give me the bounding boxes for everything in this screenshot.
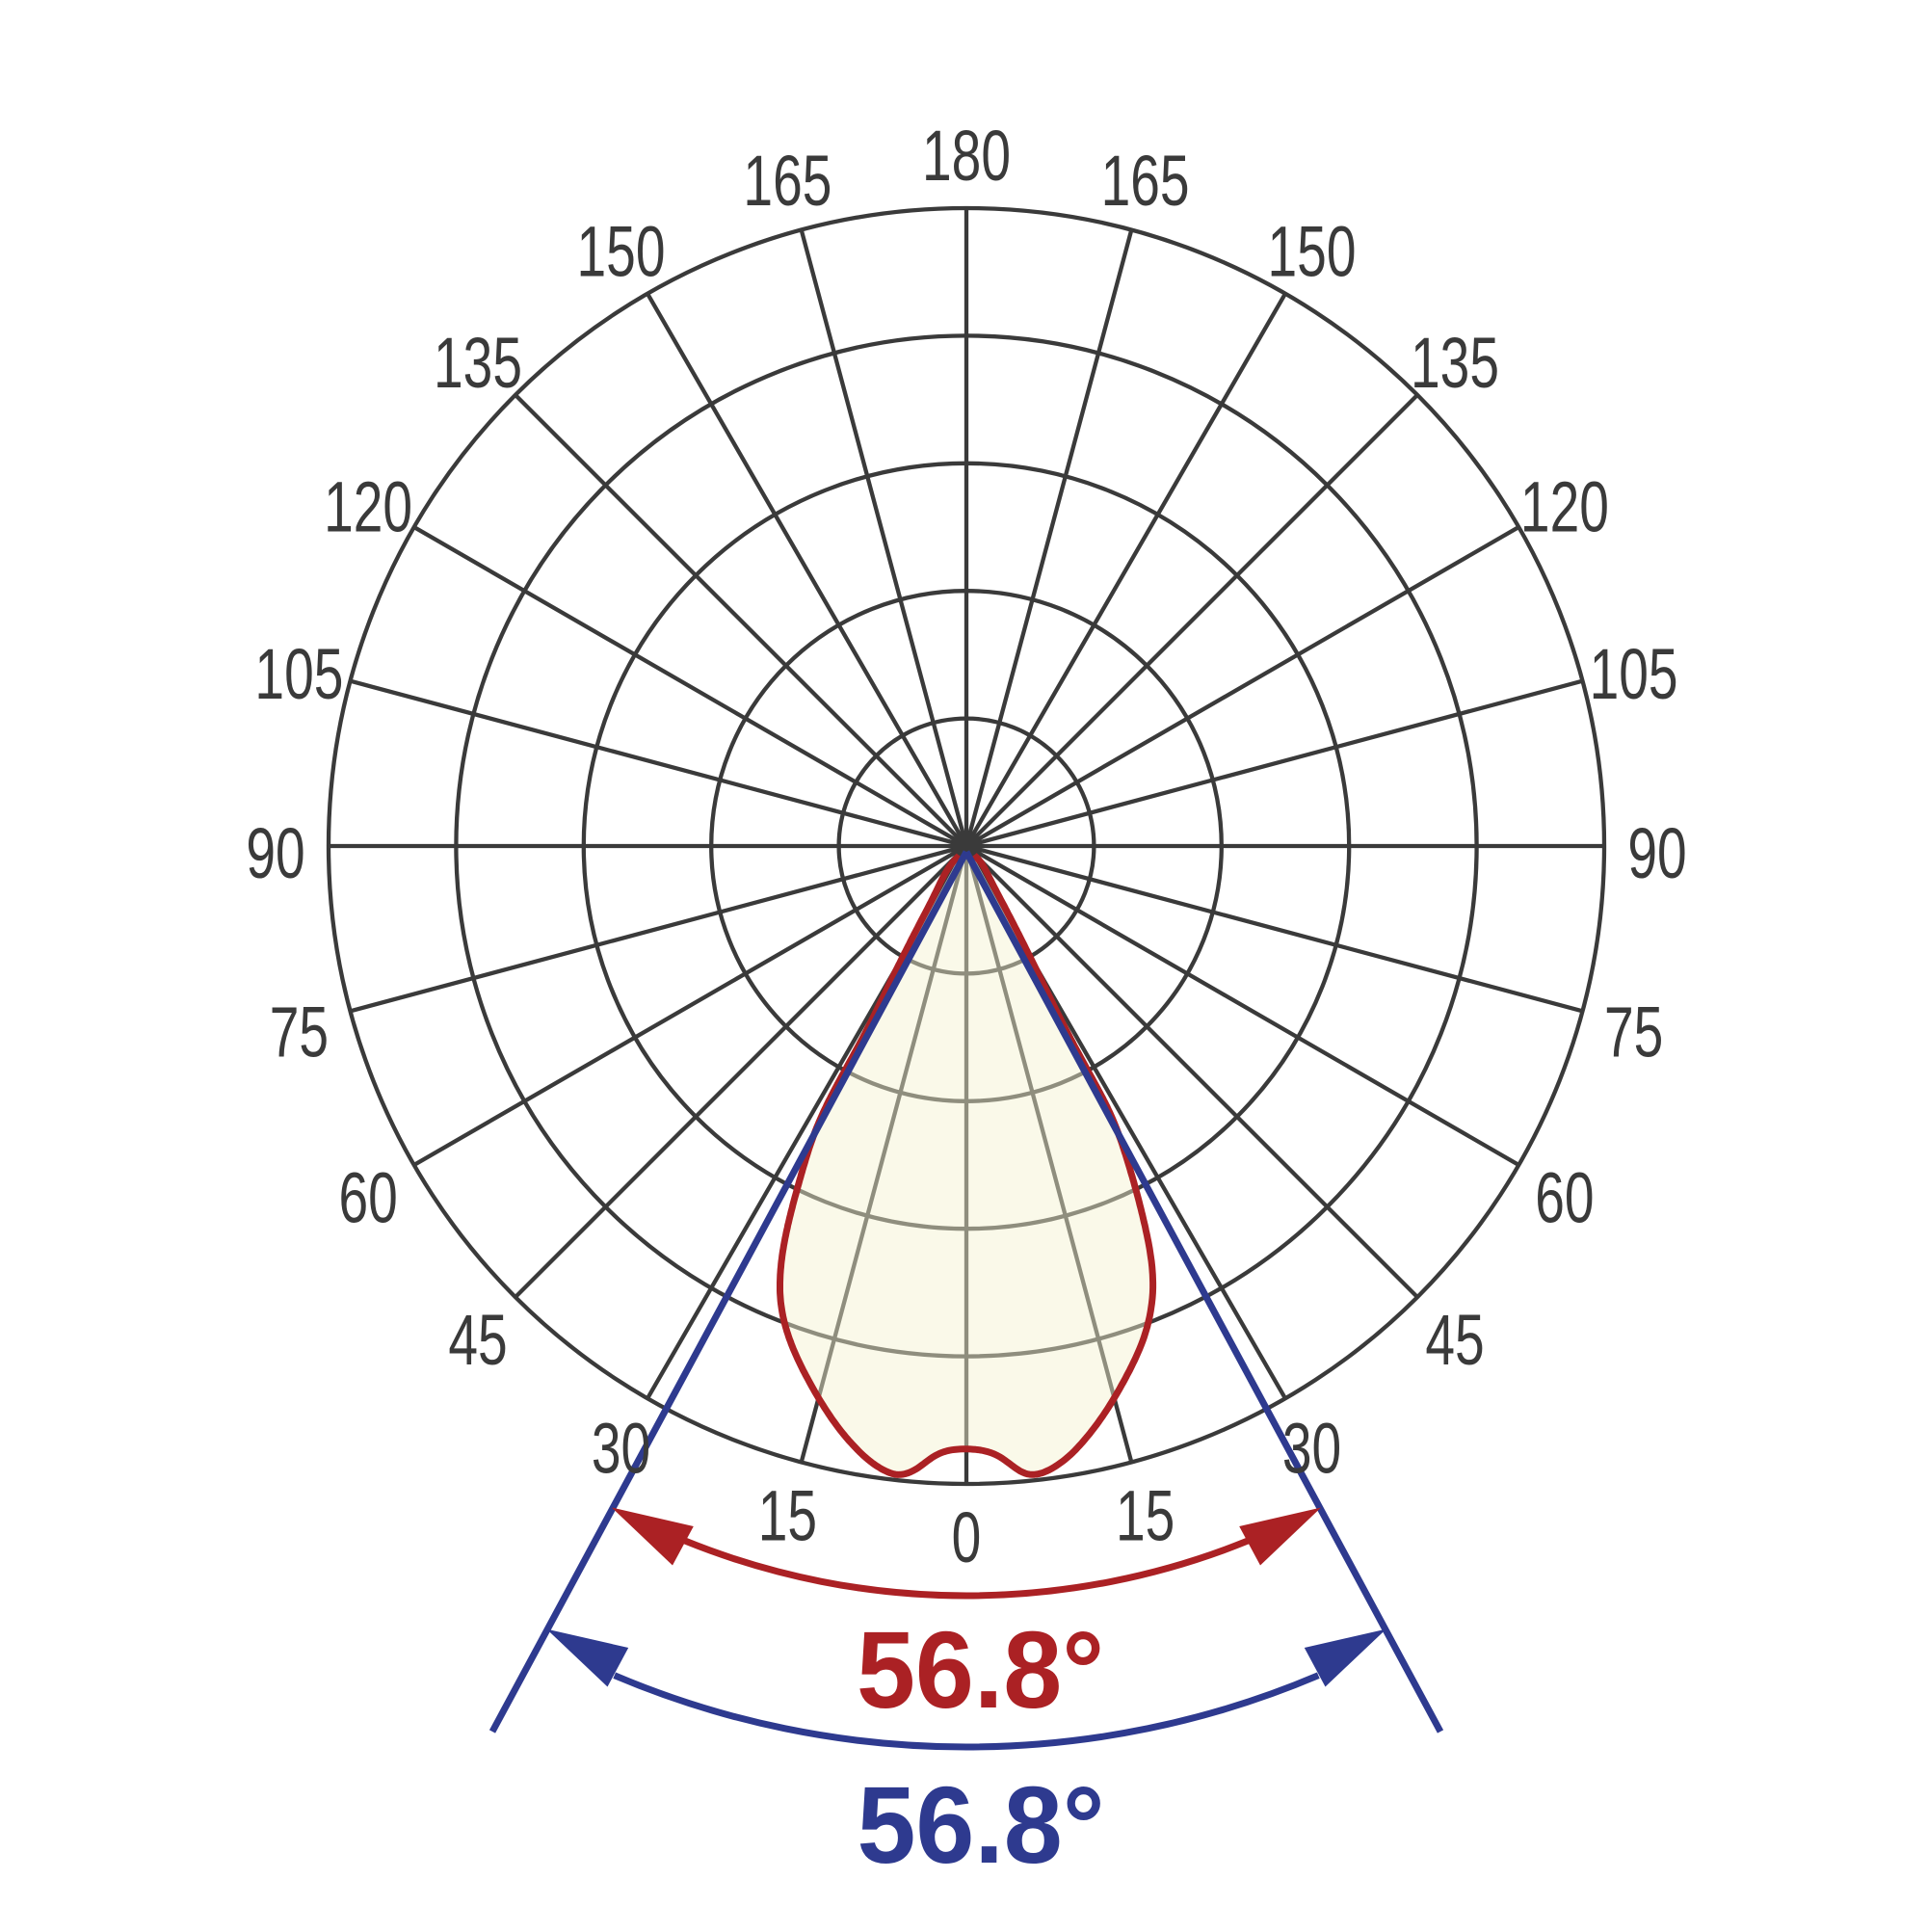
- svg-text:165: 165: [743, 141, 832, 221]
- svg-text:135: 135: [1411, 323, 1499, 403]
- svg-text:0: 0: [952, 1497, 982, 1577]
- svg-text:120: 120: [324, 467, 412, 547]
- svg-text:45: 45: [1425, 1300, 1484, 1380]
- svg-text:60: 60: [1535, 1158, 1594, 1238]
- svg-text:165: 165: [1101, 141, 1190, 221]
- svg-text:15: 15: [758, 1475, 817, 1555]
- svg-text:150: 150: [577, 212, 666, 292]
- svg-text:56.8°: 56.8°: [857, 1763, 1104, 1886]
- svg-text:90: 90: [246, 813, 304, 893]
- svg-text:30: 30: [1282, 1408, 1341, 1488]
- svg-text:150: 150: [1268, 212, 1357, 292]
- svg-text:75: 75: [270, 992, 329, 1072]
- svg-text:60: 60: [338, 1158, 397, 1238]
- svg-text:30: 30: [592, 1408, 650, 1488]
- svg-text:90: 90: [1627, 813, 1686, 893]
- svg-text:135: 135: [434, 323, 522, 403]
- svg-text:56.8°: 56.8°: [857, 1608, 1104, 1731]
- svg-text:105: 105: [1590, 634, 1678, 714]
- svg-text:180: 180: [922, 116, 1011, 196]
- svg-text:75: 75: [1604, 992, 1663, 1072]
- svg-text:15: 15: [1116, 1475, 1175, 1555]
- svg-text:45: 45: [448, 1300, 507, 1380]
- svg-text:105: 105: [254, 634, 343, 714]
- svg-text:120: 120: [1520, 467, 1609, 547]
